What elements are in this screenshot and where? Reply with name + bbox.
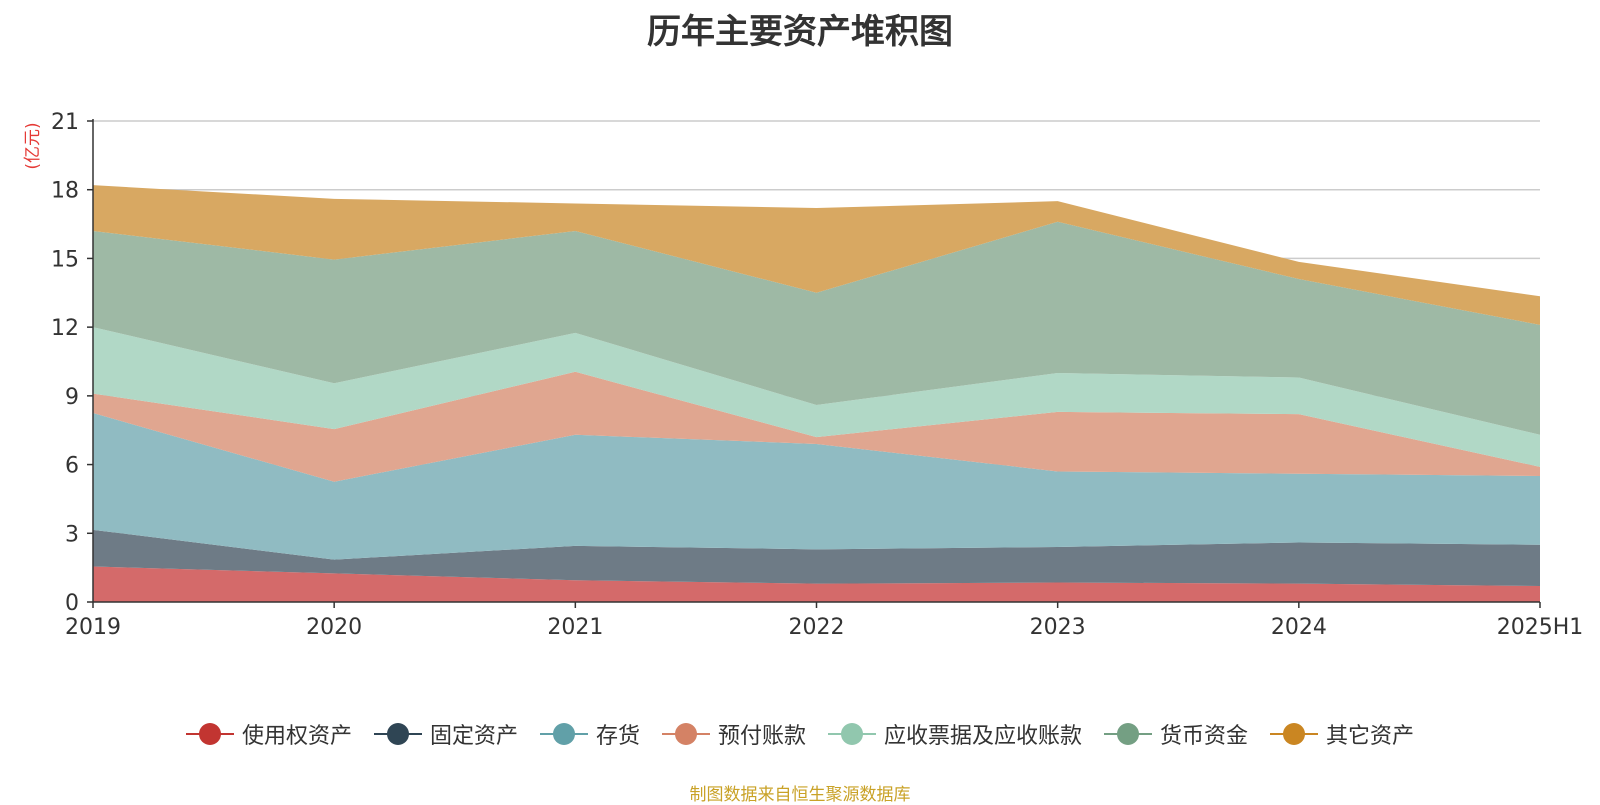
legend-marker-icon	[1270, 722, 1319, 746]
y-tick-label: 0	[65, 591, 79, 616]
source-note: 制图数据来自恒生聚源数据库	[689, 785, 911, 805]
legend-marker-icon	[1104, 722, 1153, 746]
axes: 0 3 6 9 12 15 18 21 2019 2020 2021 2022 2023 2024 2025…	[23, 110, 1583, 640]
y-tick-label: 9	[65, 385, 79, 410]
x-tick-label: 2019	[65, 615, 121, 640]
legend-item[interactable]: 预付账款	[661, 718, 806, 750]
y-tick-label: 15	[51, 247, 79, 272]
legend-item[interactable]: 存货	[539, 718, 640, 750]
legend-label: 其它资产	[1326, 724, 1415, 749]
area-其它资产	[93, 185, 1540, 325]
y-tick-label: 21	[51, 110, 79, 135]
x-tick-label: 2020	[306, 615, 362, 640]
legend-item[interactable]: 固定资产	[373, 718, 518, 750]
legend-marker-icon	[828, 722, 876, 746]
legend-marker-icon	[373, 722, 422, 746]
legend-marker-icon	[185, 722, 234, 746]
legend-label: 应收票据及应收账款	[884, 724, 1083, 749]
x-tick-label: 2024	[1271, 615, 1327, 640]
chart-title: 历年主要资产堆积图	[647, 12, 953, 52]
legend-label: 使用权资产	[241, 724, 352, 749]
legend-item[interactable]: 应收票据及应收账款	[828, 718, 1082, 750]
y-tick-label: 3	[65, 522, 79, 547]
legend-item[interactable]: 其它资产	[1270, 718, 1414, 750]
legend-label: 固定资产	[429, 724, 518, 749]
legend-marker-icon	[539, 722, 588, 746]
legend-label: 货币资金	[1160, 724, 1249, 749]
y-axis-unit-label: (亿元)	[23, 122, 43, 169]
legend-marker-icon	[661, 722, 710, 746]
legend-label: 预付账款	[717, 724, 806, 749]
area-存货	[93, 413, 1540, 560]
area-应收票据及应收账款	[93, 327, 1540, 467]
area-使用权资产	[93, 566, 1540, 602]
area-预付账款	[93, 371, 1540, 482]
x-tick-label: 2023	[1030, 615, 1086, 640]
legend-item[interactable]: 货币资金	[1104, 718, 1248, 750]
x-tick-label: 2021	[547, 615, 603, 640]
y-tick-label: 18	[51, 179, 79, 204]
stacked-areas	[93, 185, 1540, 602]
x-tick-label: 2022	[789, 615, 845, 640]
legend-item[interactable]: 使用权资产	[185, 718, 352, 750]
legend-label: 存货	[595, 724, 640, 749]
area-货币资金	[93, 221, 1540, 435]
y-tick-label: 12	[51, 316, 79, 341]
x-tick-label: 2025H1	[1497, 615, 1584, 640]
area-固定资产	[93, 529, 1540, 586]
y-tick-label: 6	[65, 454, 79, 479]
legend: 使用权资产 固定资产 存货 预付账款 应收票据及应收账款 货币资金 其它资产	[0, 718, 1600, 750]
